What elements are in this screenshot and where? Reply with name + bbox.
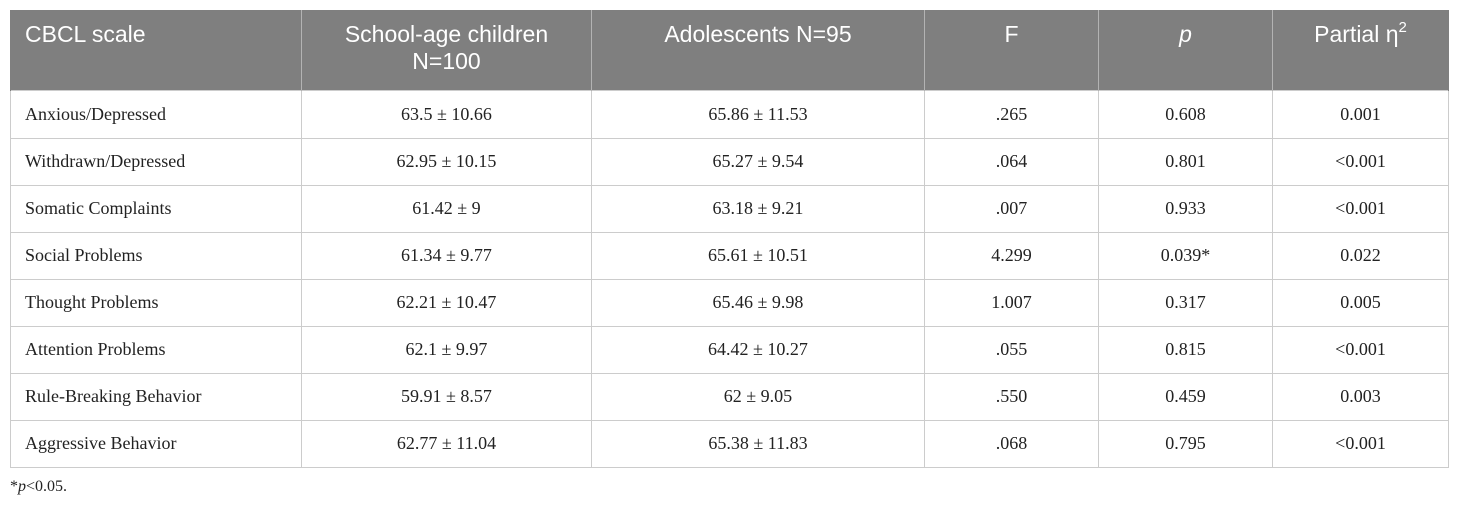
- cell-f: .064: [924, 137, 1099, 186]
- table-row: Aggressive Behavior 62.77 ± 11.04 65.38 ± …: [10, 419, 1449, 468]
- table-row: Withdrawn/Depressed 62.95 ± 10.15 65.27 ± …: [10, 137, 1449, 186]
- cell-f: .055: [924, 325, 1099, 374]
- header-school-age: School-age children N=100: [301, 10, 592, 90]
- cell-p: 0.039*: [1098, 231, 1273, 280]
- cell-partial-eta: <0.001: [1272, 325, 1449, 374]
- header-cbcl-scale: CBCL scale: [10, 10, 302, 90]
- cell-f: .007: [924, 184, 1099, 233]
- cell-school-age: 62.95 ± 10.15: [301, 137, 592, 186]
- cell-f: 1.007: [924, 278, 1099, 327]
- header-row: CBCL scale School-age children N=100 Ado…: [10, 10, 1449, 90]
- cell-adolescents: 65.38 ± 11.83: [591, 419, 925, 468]
- cbcl-comparison-table: CBCL scale School-age children N=100 Ado…: [10, 10, 1449, 468]
- header-partial-eta: Partial η2: [1272, 10, 1449, 90]
- footnote-p: p: [18, 478, 26, 495]
- cell-scale: Withdrawn/Depressed: [10, 137, 302, 186]
- cell-scale: Aggressive Behavior: [10, 419, 302, 468]
- table-body: Anxious/Depressed 63.5 ± 10.66 65.86 ± 11.…: [10, 89, 1449, 468]
- cell-school-age: 61.34 ± 9.77: [301, 231, 592, 280]
- header-partial-eta-sup: 2: [1398, 19, 1407, 37]
- table-header: CBCL scale School-age children N=100 Ado…: [10, 10, 1449, 90]
- table-row: Rule-Breaking Behavior 59.91 ± 8.57 62 ± 9…: [10, 372, 1449, 421]
- table-row: Anxious/Depressed 63.5 ± 10.66 65.86 ± 11.…: [10, 89, 1449, 139]
- cell-adolescents: 65.86 ± 11.53: [591, 89, 925, 139]
- cell-partial-eta: 0.001: [1272, 89, 1449, 139]
- table-row: Somatic Complaints 61.42 ± 9 63.18 ± 9.21.…: [10, 184, 1449, 233]
- cell-school-age: 61.42 ± 9: [301, 184, 592, 233]
- cell-school-age: 59.91 ± 8.57: [301, 372, 592, 421]
- cell-scale: Social Problems: [10, 231, 302, 280]
- cell-adolescents: 65.61 ± 10.51: [591, 231, 925, 280]
- cell-scale: Somatic Complaints: [10, 184, 302, 233]
- cell-school-age: 62.77 ± 11.04: [301, 419, 592, 468]
- cell-f: .068: [924, 419, 1099, 468]
- header-f: F: [924, 10, 1099, 90]
- cell-school-age: 62.1 ± 9.97: [301, 325, 592, 374]
- cell-partial-eta: <0.001: [1272, 137, 1449, 186]
- cell-adolescents: 65.27 ± 9.54: [591, 137, 925, 186]
- cell-f: 4.299: [924, 231, 1099, 280]
- cell-p: 0.317: [1098, 278, 1273, 327]
- cell-partial-eta: <0.001: [1272, 184, 1449, 233]
- cell-p: 0.815: [1098, 325, 1273, 374]
- cell-scale: Thought Problems: [10, 278, 302, 327]
- table-footnote: *p<0.05.: [10, 478, 67, 496]
- header-p: p: [1098, 10, 1273, 90]
- footnote-rest: <0.05.: [26, 478, 68, 495]
- cell-p: 0.459: [1098, 372, 1273, 421]
- table-row: Social Problems 61.34 ± 9.77 65.61 ± 10.51…: [10, 231, 1449, 280]
- header-adolescents: Adolescents N=95: [591, 10, 925, 90]
- cell-school-age: 62.21 ± 10.47: [301, 278, 592, 327]
- cell-adolescents: 64.42 ± 10.27: [591, 325, 925, 374]
- cell-f: .550: [924, 372, 1099, 421]
- table-row: Attention Problems 62.1 ± 9.97 64.42 ± 10.…: [10, 325, 1449, 374]
- cell-adolescents: 62 ± 9.05: [591, 372, 925, 421]
- cell-partial-eta: <0.001: [1272, 419, 1449, 468]
- cell-partial-eta: 0.003: [1272, 372, 1449, 421]
- cell-partial-eta: 0.022: [1272, 231, 1449, 280]
- footnote-star: *: [10, 478, 18, 495]
- cell-f: .265: [924, 89, 1099, 139]
- cell-p: 0.801: [1098, 137, 1273, 186]
- cell-p: 0.933: [1098, 184, 1273, 233]
- cell-scale: Rule-Breaking Behavior: [10, 372, 302, 421]
- cell-school-age: 63.5 ± 10.66: [301, 89, 592, 139]
- cell-adolescents: 63.18 ± 9.21: [591, 184, 925, 233]
- cell-scale: Attention Problems: [10, 325, 302, 374]
- results-table-container: CBCL scale School-age children N=100 Ado…: [10, 10, 1449, 468]
- header-partial-eta-label: Partial η: [1314, 21, 1399, 47]
- table-row: Thought Problems 62.21 ± 10.47 65.46 ± 9.9…: [10, 278, 1449, 327]
- cell-p: 0.795: [1098, 419, 1273, 468]
- cell-scale: Anxious/Depressed: [10, 89, 302, 139]
- cell-partial-eta: 0.005: [1272, 278, 1449, 327]
- cell-p: 0.608: [1098, 89, 1273, 139]
- cell-adolescents: 65.46 ± 9.98: [591, 278, 925, 327]
